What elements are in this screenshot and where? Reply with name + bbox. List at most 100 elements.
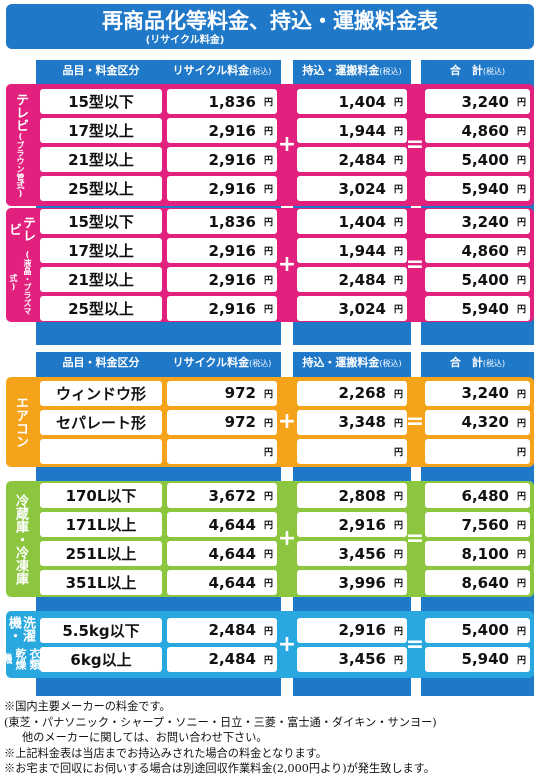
yen-unit: 円 bbox=[263, 247, 273, 257]
transport-price-cell: 2,484 円 bbox=[297, 147, 407, 172]
equals-sign: = bbox=[405, 631, 425, 657]
tax-included-note: (税込) bbox=[249, 359, 272, 368]
total-price-cell: 5,940 円 bbox=[425, 646, 530, 672]
note-line: ※お宅まで回収にお伺いする場合は別途回収作業料金(2,000円より)が発生致しま… bbox=[4, 762, 435, 775]
page-subtitle: (リサイクル料金) bbox=[145, 35, 225, 46]
yen-unit: 円 bbox=[263, 127, 273, 137]
total-price-value: 5,940 bbox=[461, 179, 509, 198]
yen-unit: 円 bbox=[516, 626, 526, 637]
transport-price-value: 3,456 bbox=[338, 544, 386, 563]
recycle-price-value: 2,916 bbox=[208, 299, 256, 318]
transport-price-value: 3,024 bbox=[338, 299, 386, 318]
yen-unit: 円 bbox=[263, 418, 273, 429]
category-name: 洗濯機・ bbox=[6, 616, 35, 643]
category-name: 冷蔵庫・冷凍庫 bbox=[13, 493, 28, 585]
category-label: テレビ (ブラウン管式) bbox=[6, 88, 34, 202]
recycle-price-value: 2,916 bbox=[208, 121, 256, 140]
tax-included-note: (税込) bbox=[379, 359, 402, 368]
total-price-cell: 円 bbox=[425, 438, 530, 464]
yen-unit: 円 bbox=[263, 550, 273, 560]
total-price-value: 6,480 bbox=[461, 486, 509, 505]
category-subname: 衣類乾燥機 bbox=[0, 647, 41, 670]
header-transport-fee: 持込・運搬料金(税込) bbox=[293, 60, 411, 81]
recycle-price-value: 972 bbox=[224, 413, 256, 431]
total-price-value: 3,240 bbox=[461, 212, 509, 231]
total-price-cell: 5,400 円 bbox=[425, 147, 530, 172]
yen-unit: 円 bbox=[263, 156, 273, 166]
item-cell: 6kg以上 bbox=[40, 646, 162, 672]
header-recycle-fee: リサイクル料金(税込) bbox=[163, 60, 281, 81]
transport-price-cell: 1,404 円 bbox=[297, 209, 407, 234]
total-price-cell: 5,400 円 bbox=[425, 617, 530, 643]
yen-unit: 円 bbox=[393, 247, 403, 257]
item-cell: 351L以上 bbox=[40, 570, 162, 595]
tax-included-note: (税込) bbox=[482, 67, 506, 76]
yen-unit: 円 bbox=[516, 247, 526, 257]
yen-unit: 円 bbox=[516, 156, 526, 166]
transport-price-value: 2,268 bbox=[338, 384, 386, 402]
tax-included-note: (税込) bbox=[482, 359, 506, 368]
total-price-value: 5,940 bbox=[461, 299, 509, 318]
item-cell: 170L以下 bbox=[40, 483, 162, 508]
recycle-price-value: 2,916 bbox=[208, 241, 256, 260]
transport-price-cell: 1,944 円 bbox=[297, 118, 407, 143]
total-price-cell: 5,400 円 bbox=[425, 267, 530, 292]
plus-sign: + bbox=[277, 526, 297, 551]
transport-price-cell: 3,348 円 bbox=[297, 409, 407, 435]
yen-unit: 円 bbox=[393, 276, 403, 286]
transport-price-value: 3,348 bbox=[338, 413, 386, 431]
page-title: 再商品化等料金、持込・運搬料金表 bbox=[102, 9, 438, 33]
equals-sign: = bbox=[405, 526, 425, 551]
equals-sign: = bbox=[405, 132, 425, 157]
item-cell: 5.5kg以下 bbox=[40, 617, 162, 643]
yen-unit: 円 bbox=[516, 492, 526, 502]
total-price-cell: 8,640 円 bbox=[425, 570, 530, 595]
yen-unit: 円 bbox=[263, 98, 273, 108]
recycle-price-value: 1,836 bbox=[208, 212, 256, 231]
total-price-value: 4,320 bbox=[461, 413, 509, 431]
item-cell: 25型以上 bbox=[40, 296, 162, 321]
yen-unit: 円 bbox=[393, 98, 403, 108]
recycle-price-cell: 2,916 円 bbox=[167, 296, 277, 321]
total-price-cell: 6,480 円 bbox=[425, 483, 530, 508]
header-item-label: 品目・料金区分 bbox=[62, 64, 140, 77]
category-label: 洗濯機・ 衣類乾燥機 bbox=[0, 615, 41, 674]
yen-unit: 円 bbox=[263, 447, 273, 458]
header-transport-fee: 持込・運搬料金(税込) bbox=[293, 352, 411, 373]
recycle-price-cell: 972 円 bbox=[167, 380, 277, 406]
item-cell: 17型以上 bbox=[40, 238, 162, 263]
recycle-price-cell: 2,484 円 bbox=[167, 646, 277, 672]
yen-unit: 円 bbox=[393, 218, 403, 228]
notes: ※国内主要メーカーの料金です。 (東芝・パナソニック・シャープ・ソニー・日立・三… bbox=[4, 699, 538, 777]
note-line: ※国内主要メーカーの料金です。 bbox=[4, 700, 171, 713]
yen-unit: 円 bbox=[516, 276, 526, 286]
recycle-price-cell: 2,916 円 bbox=[167, 147, 277, 172]
transport-price-cell: 3,996 円 bbox=[297, 570, 407, 595]
total-price-value: 3,240 bbox=[461, 384, 509, 402]
transport-price-cell: 3,024 円 bbox=[297, 296, 407, 321]
yen-unit: 円 bbox=[263, 389, 273, 400]
recycle-price-cell: 円 bbox=[167, 438, 277, 464]
category-subname: (液晶・プラズマ式) bbox=[9, 249, 32, 315]
category-label: エアコン bbox=[6, 381, 34, 463]
yen-unit: 円 bbox=[393, 185, 403, 195]
item-cell: 21型以上 bbox=[40, 147, 162, 172]
yen-unit: 円 bbox=[263, 521, 273, 531]
item-cell: 15型以下 bbox=[40, 89, 162, 114]
total-price-value: 4,860 bbox=[461, 121, 509, 140]
yen-unit: 円 bbox=[393, 305, 403, 315]
total-price-cell: 5,940 円 bbox=[425, 176, 530, 201]
recycle-price-cell: 2,916 円 bbox=[167, 238, 277, 263]
note-line: 他のメーカーに関しては、お問い合わせ下さい。 bbox=[22, 731, 268, 744]
recycle-price-cell: 2,916 円 bbox=[167, 118, 277, 143]
transport-price-value: 1,404 bbox=[338, 212, 386, 231]
tax-included-note: (税込) bbox=[379, 67, 402, 76]
item-cell: 15型以下 bbox=[40, 209, 162, 234]
header-total: 合 計(税込) bbox=[421, 60, 534, 81]
recycle-price-value: 2,916 bbox=[208, 179, 256, 198]
category-name: テレビ bbox=[13, 92, 28, 132]
transport-price-cell: 3,456 円 bbox=[297, 646, 407, 672]
total-price-value: 4,860 bbox=[461, 241, 509, 260]
item-cell: 25型以上 bbox=[40, 176, 162, 201]
yen-unit: 円 bbox=[393, 447, 403, 458]
